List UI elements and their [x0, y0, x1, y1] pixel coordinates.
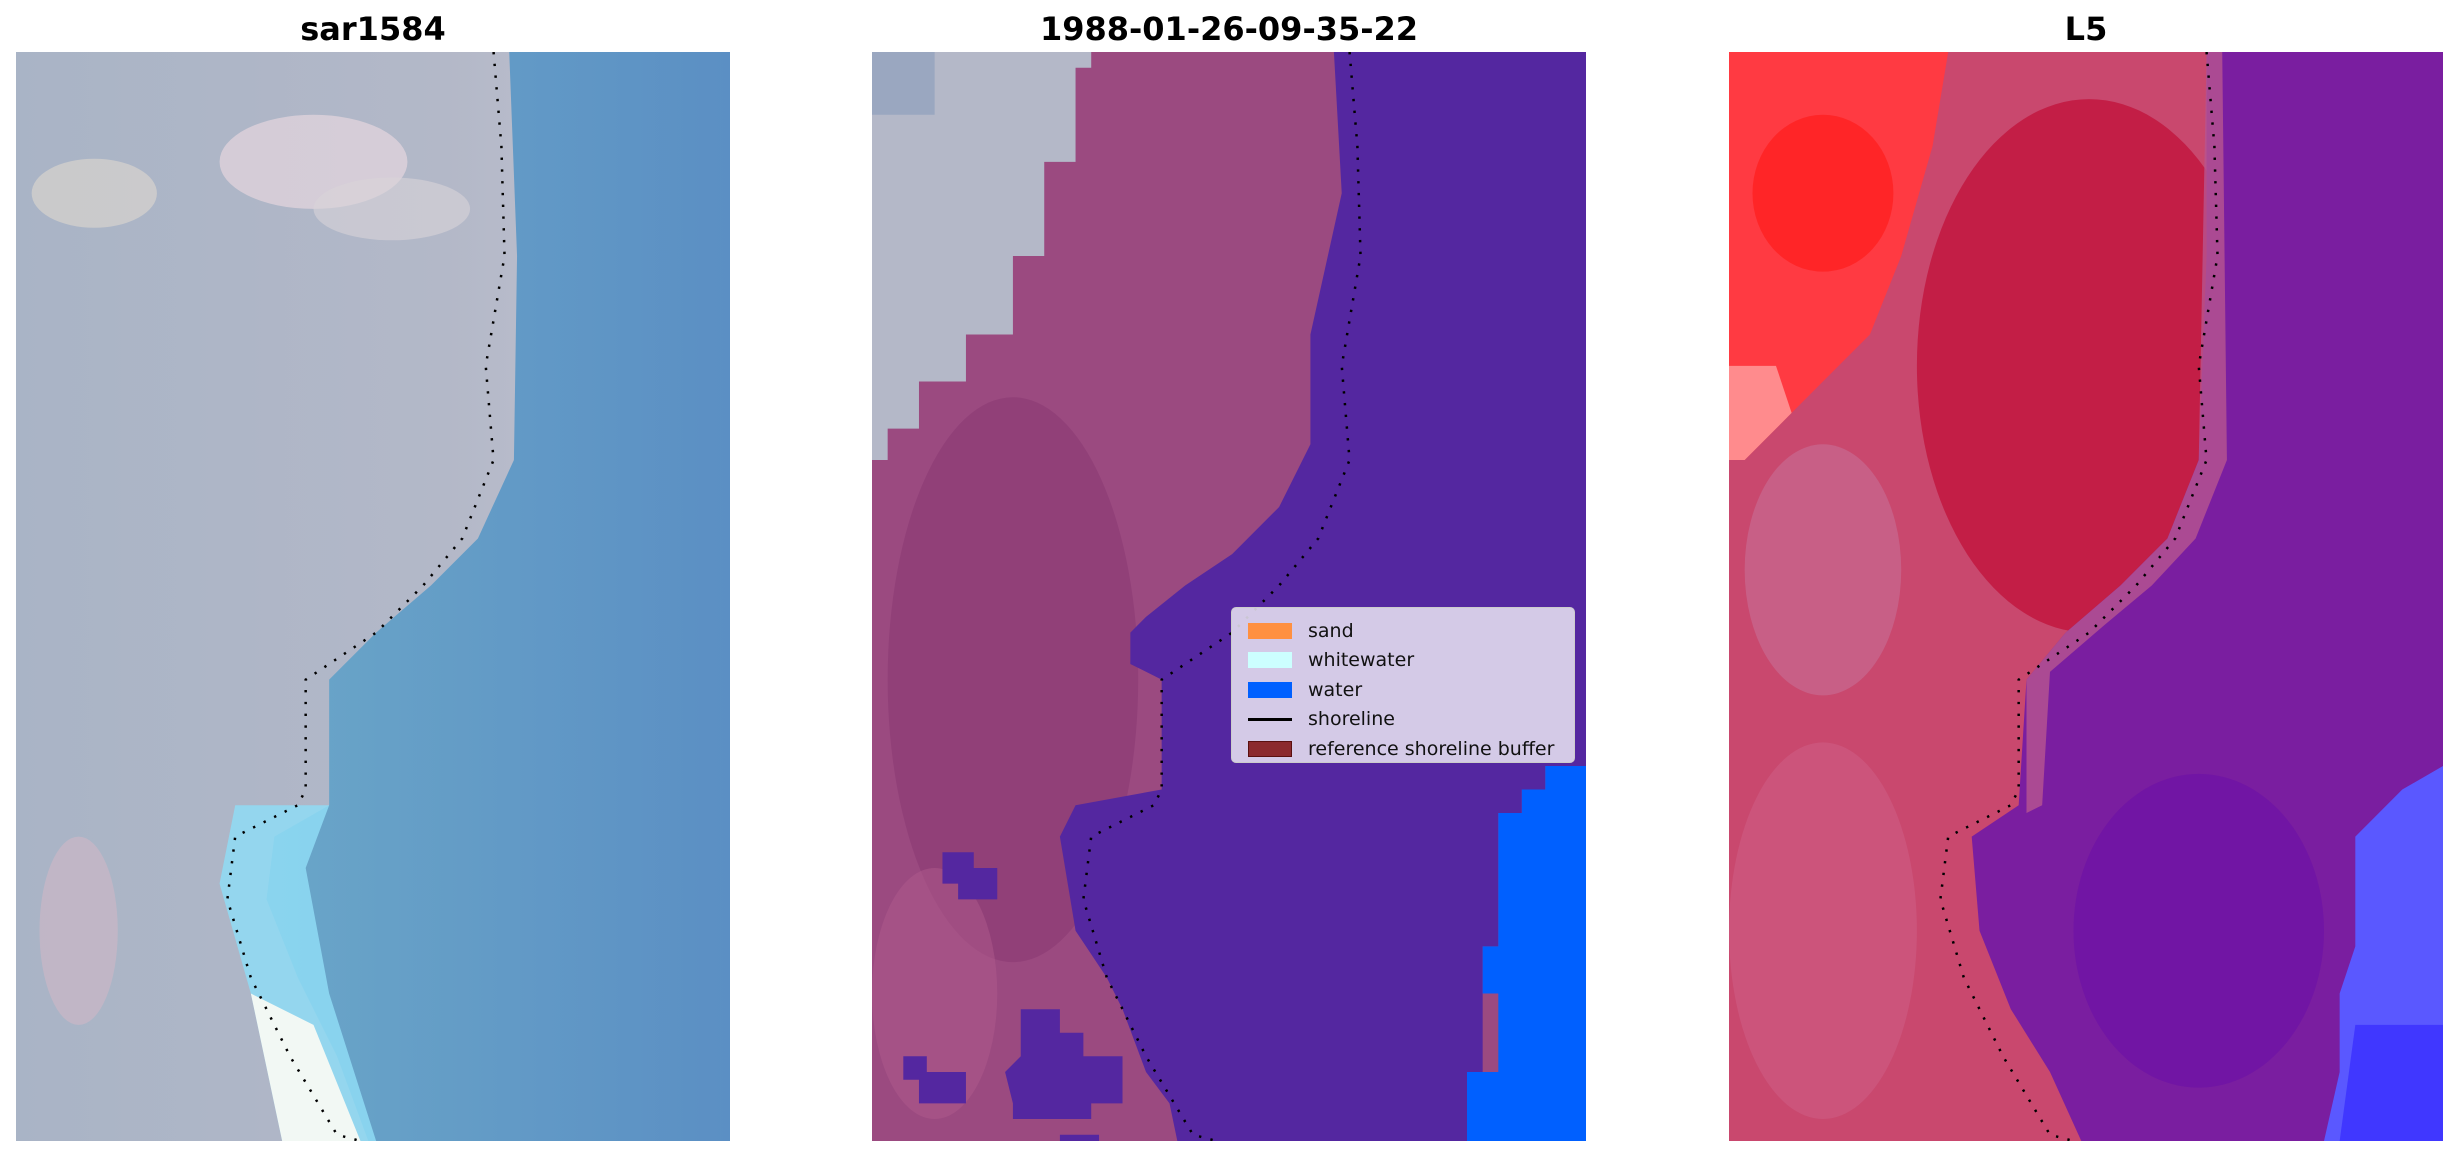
legend-item-shoreline: shoreline: [1248, 705, 1574, 735]
legend-item-buffer: reference shoreline buffer: [1248, 734, 1574, 764]
shoreline-swatch: [1248, 717, 1292, 721]
classification-panel: [872, 52, 1586, 1141]
legend-label: water: [1308, 678, 1363, 701]
legend-label: shoreline: [1308, 708, 1395, 731]
legend-label: sand: [1308, 619, 1354, 642]
water-swatch: [1248, 681, 1292, 698]
legend: sand whitewater water shoreline referenc…: [1231, 607, 1575, 763]
panel-title-l5: L5: [2064, 10, 2108, 48]
sand-swatch: [1248, 622, 1292, 639]
panel-title-date: 1988-01-26-09-35-22: [1039, 10, 1419, 48]
rgb-image-panel: [16, 52, 730, 1141]
panel-title-sar1584: sar1584: [300, 10, 446, 48]
legend-label: whitewater: [1308, 649, 1415, 672]
legend-item-water: water: [1248, 675, 1574, 705]
l5-panel: [1729, 52, 2443, 1141]
legend-item-sand: sand: [1248, 616, 1574, 646]
buffer-swatch: [1248, 740, 1292, 757]
legend-label: reference shoreline buffer: [1308, 737, 1555, 760]
legend-item-whitewater: whitewater: [1248, 646, 1574, 676]
whitewater-swatch: [1248, 652, 1292, 669]
